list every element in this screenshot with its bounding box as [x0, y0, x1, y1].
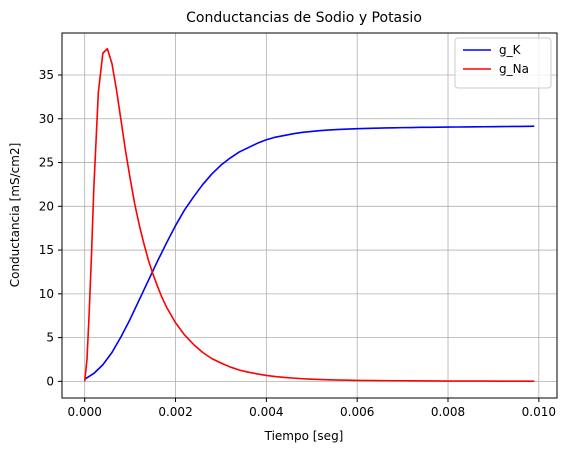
y-axis-ticks: 0 5 10 15 20 25 30 35	[39, 68, 62, 388]
y-tick-label: 35	[39, 68, 54, 82]
legend-label-g-na: g_Na	[499, 62, 529, 76]
x-tick-label: 0.004	[249, 405, 283, 419]
x-tick-label: 0.006	[340, 405, 374, 419]
x-tick-label: 0.008	[431, 405, 465, 419]
y-tick-label: 0	[46, 374, 54, 388]
x-tick-label: 0.002	[158, 405, 192, 419]
x-tick-label: 0.010	[522, 405, 556, 419]
x-axis-ticks: 0.000 0.002 0.004 0.006 0.008 0.010	[68, 398, 556, 419]
legend: g_K g_Na	[454, 37, 552, 89]
series-line-g-k	[84, 125, 535, 380]
y-tick-label: 25	[39, 156, 54, 170]
x-axis-label: Tiempo [seg]	[264, 429, 344, 443]
plot-frame	[61, 32, 558, 399]
y-tick-label: 20	[39, 199, 54, 213]
series-line-g-na	[83, 47, 535, 382]
y-tick-label: 30	[39, 112, 54, 126]
grid	[62, 33, 557, 398]
chart-title: Conductancias de Sodio y Potasio	[186, 10, 422, 26]
y-tick-label: 5	[46, 331, 54, 345]
y-tick-label: 10	[39, 287, 54, 301]
x-tick-label: 0.000	[68, 405, 102, 419]
series-layer	[83, 47, 535, 382]
legend-label-g-k: g_K	[499, 43, 522, 57]
y-tick-label: 15	[39, 243, 54, 257]
y-axis-label: Conductancia [mS/cm2]	[8, 143, 22, 288]
